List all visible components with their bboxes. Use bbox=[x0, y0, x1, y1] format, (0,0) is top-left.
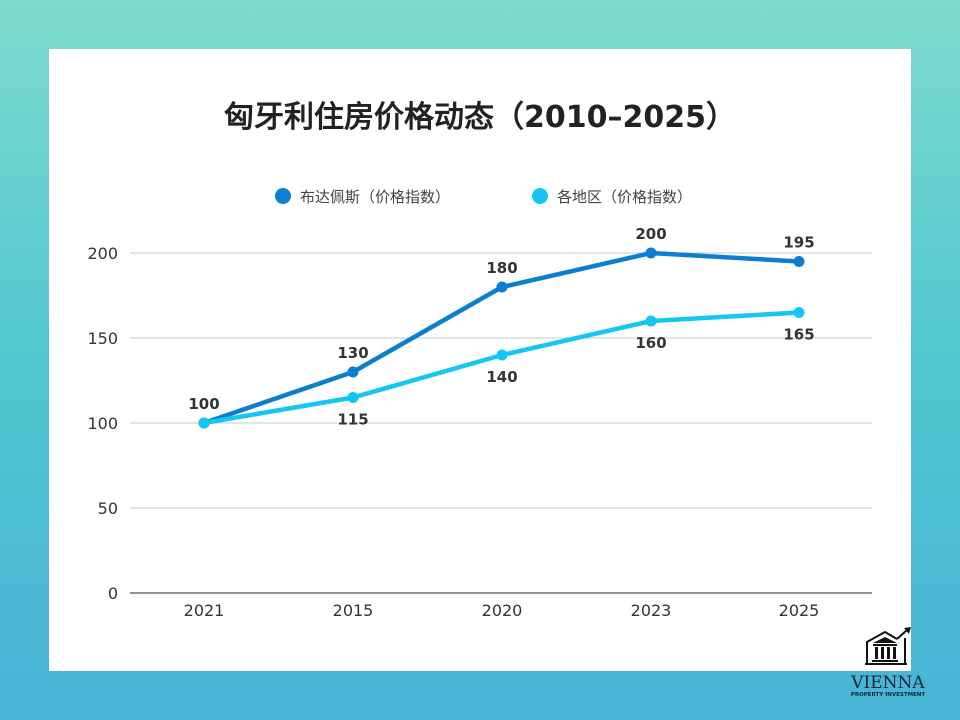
x-tick-label: 2015 bbox=[333, 601, 374, 620]
data-point bbox=[198, 417, 210, 429]
data-label: 140 bbox=[486, 368, 517, 386]
y-tick-label: 150 bbox=[87, 329, 118, 348]
legend-marker bbox=[532, 188, 548, 204]
vienna-logo: VIENNA PROPERTY INVESTMENT bbox=[843, 626, 933, 698]
y-tick-label: 200 bbox=[87, 244, 118, 263]
data-point bbox=[496, 281, 508, 293]
logo-name: VIENNA bbox=[851, 673, 925, 693]
data-point bbox=[645, 315, 657, 327]
data-label: 100 bbox=[188, 395, 219, 413]
data-label: 115 bbox=[337, 411, 368, 429]
data-label: 130 bbox=[337, 344, 368, 362]
logo-subtitle: PROPERTY INVESTMENT bbox=[850, 692, 926, 698]
x-tick-label: 2021 bbox=[184, 601, 225, 620]
data-label: 200 bbox=[635, 225, 666, 243]
data-point bbox=[645, 247, 657, 259]
x-tick-label: 2023 bbox=[631, 601, 672, 620]
legend-label: 各地区（价格指数） bbox=[557, 188, 692, 206]
bank-building-icon bbox=[865, 627, 911, 665]
y-tick-label: 50 bbox=[98, 499, 118, 518]
chart-title: 匈牙利住房价格动态（2010–2025） bbox=[224, 100, 736, 135]
data-point bbox=[496, 349, 508, 361]
data-label: 165 bbox=[783, 326, 814, 344]
data-point bbox=[347, 392, 359, 403]
legend-marker bbox=[275, 188, 291, 204]
x-tick-label: 2025 bbox=[779, 601, 820, 620]
data-point bbox=[793, 256, 805, 267]
data-label: 160 bbox=[635, 334, 666, 352]
x-tick-label: 2020 bbox=[482, 601, 523, 620]
data-point bbox=[347, 366, 359, 378]
data-label: 195 bbox=[783, 234, 814, 252]
data-point bbox=[793, 307, 805, 318]
data-label: 180 bbox=[486, 259, 517, 277]
y-tick-label: 100 bbox=[87, 414, 118, 433]
legend-label: 布达佩斯（价格指数） bbox=[300, 188, 450, 206]
y-tick-label: 0 bbox=[108, 584, 118, 603]
